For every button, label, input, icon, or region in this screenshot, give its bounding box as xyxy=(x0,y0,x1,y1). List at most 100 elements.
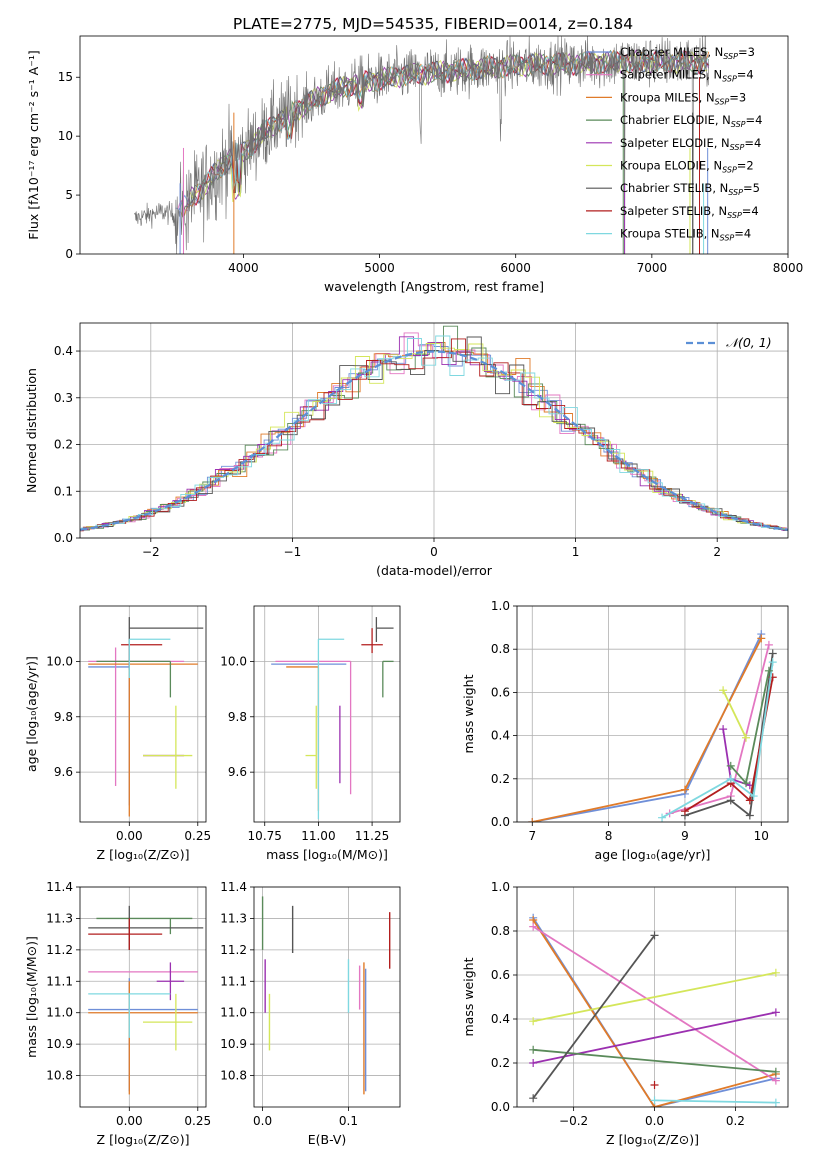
legend-subscript: SSP xyxy=(722,75,737,84)
y-tick-label: 0.0 xyxy=(54,531,73,545)
legend-label-kroupa_stelib: Kroupa STELIB, NSSP=4 xyxy=(620,227,751,243)
panel-mass_weight_vs_age: 7 8 9 10 0.0 0.2 0.4 0.6 0.8 1.0 age [log₁₀(age/yr… xyxy=(461,599,789,862)
legend-count: =2 xyxy=(737,159,754,173)
weight-marker-kroupa_miles xyxy=(528,818,537,822)
y-axis-label: Flux [fλ10⁻¹⁷ erg cm⁻² s⁻¹ A⁻¹] xyxy=(26,50,41,239)
x-axis-label: wavelength [Angstrom, rest frame] xyxy=(324,279,544,294)
histogram-salpeter_elodie xyxy=(80,336,788,531)
weight-marker-kroupa_stelib xyxy=(749,792,758,801)
weight-line-chabrier_elodie xyxy=(533,1048,776,1073)
y-tick-label: 5 xyxy=(65,188,73,202)
y-tick-label: 0.0 xyxy=(491,1100,510,1114)
legend-subscript: SSP xyxy=(730,143,745,152)
x-tick-label: 8 xyxy=(605,829,613,843)
x-axis-label: (data-model)/error xyxy=(376,563,493,578)
axes-frame-spectrum xyxy=(79,35,789,255)
plot-area-mass_weight_vs_age xyxy=(528,630,777,822)
y-axis-label: age [log₁₀(age/yr)] xyxy=(24,656,39,772)
y-tick-label: 11.0 xyxy=(46,1006,73,1020)
y-tick-label: 15 xyxy=(58,70,73,84)
legend-text: Kroupa STELIB, N xyxy=(620,227,720,241)
weight-marker-salpeter_elodie xyxy=(529,1059,538,1067)
legend-label-chabrier_stelib: Chabrier STELIB, NSSP=5 xyxy=(620,181,760,197)
weight-marker-kroupa_miles xyxy=(680,785,689,794)
plot-area-mass_vs_Z xyxy=(88,905,204,1095)
x-tick-label: 10 xyxy=(754,829,769,843)
y-axis-label: mass weight xyxy=(461,674,476,753)
legend-count: =4 xyxy=(742,204,759,218)
x-tick-label: 11.25 xyxy=(355,829,389,843)
weight-line-salpeter_elodie xyxy=(533,1011,777,1064)
legend-text: Salpeter STELIB, N xyxy=(620,204,727,218)
y-tick-label: 11.4 xyxy=(46,880,73,894)
normal-legend-label: 𝒩(0, 1) xyxy=(726,335,772,350)
x-tick-label: 7 xyxy=(528,829,536,843)
x-tick-label: 6000 xyxy=(500,261,531,275)
weight-marker-chabrier_elodie xyxy=(764,666,773,675)
plot-area-residuals xyxy=(80,325,788,532)
x-tick-label: 0 xyxy=(430,545,438,559)
weight-marker-chabrier_elodie xyxy=(529,1045,538,1054)
y-tick-label: 11.4 xyxy=(220,880,247,894)
weight-marker-kroupa_stelib xyxy=(771,1098,780,1107)
legend-text: Kroupa ELODIE, N xyxy=(620,159,722,173)
y-tick-label: 10.8 xyxy=(46,1069,73,1083)
weight-marker-kroupa_stelib xyxy=(650,1096,659,1105)
legend-count: =3 xyxy=(729,90,746,104)
x-tick-label: 2 xyxy=(713,545,721,559)
y-axis-label: Normed distribution xyxy=(24,368,39,493)
weight-marker-salpeter_stelib xyxy=(680,807,689,816)
weight-marker-chabrier_stelib xyxy=(768,649,777,658)
panel-mass_vs_Z: 0.00 0.25 10.8 10.9 11.0 11.1 11.2 11.3 11.4 Z [l… xyxy=(24,880,211,1147)
x-axis-label: Z [log₁₀(Z/Z⊙)] xyxy=(97,1132,190,1147)
legend-count: =3 xyxy=(738,45,755,59)
weight-marker-salpeter_miles xyxy=(771,1076,780,1085)
weight-line-kroupa_miles xyxy=(532,919,777,1107)
weight-marker-kroupa_stelib xyxy=(768,658,777,667)
legend-label-salpeter_miles: Salpeter MILES, NSSP=4 xyxy=(620,68,754,84)
legend-subscript: SSP xyxy=(715,97,730,106)
y-tick-label: 0.2 xyxy=(491,772,510,786)
y-tick-label: 0.8 xyxy=(491,924,510,938)
weight-marker-kroupa_stelib xyxy=(658,813,667,822)
weight-marker-chabrier_stelib xyxy=(529,1094,538,1103)
x-tick-label: 5000 xyxy=(364,261,395,275)
x-axis-label: age [log₁₀(age/yr)] xyxy=(595,847,711,862)
x-axis-label: E(B-V) xyxy=(308,1132,347,1147)
y-tick-label: 1.0 xyxy=(491,599,510,613)
y-tick-label: 11.3 xyxy=(46,911,73,925)
weight-marker-salpeter_miles xyxy=(529,922,538,931)
y-tick-label: 10.9 xyxy=(46,1037,73,1051)
plot-area-mass_vs_ebv xyxy=(261,896,391,1095)
y-tick-label: 0.2 xyxy=(54,438,73,452)
grid-residuals xyxy=(80,323,788,539)
plot-area-age_vs_mass xyxy=(271,617,394,820)
legend-text: Salpeter ELODIE, N xyxy=(620,136,730,150)
weight-marker-salpeter_elodie xyxy=(771,1008,780,1017)
weight-line-kroupa_elodie xyxy=(533,971,777,1023)
y-tick-label: 9.6 xyxy=(228,765,247,779)
grid-mass_weight_vs_age xyxy=(517,605,788,823)
weight-line-kroupa_elodie xyxy=(722,689,747,739)
legend-subscript: SSP xyxy=(728,188,743,197)
y-tick-label: 10.9 xyxy=(220,1037,247,1051)
y-tick-label: 9.8 xyxy=(54,710,73,724)
x-tick-label: −2 xyxy=(142,545,160,559)
y-tick-label: 11.0 xyxy=(220,1006,247,1020)
x-tick-label: −0.2 xyxy=(559,1114,588,1128)
histogram-kroupa_elodie xyxy=(80,343,788,531)
x-tick-label: 9 xyxy=(681,829,689,843)
weight-line-chabrier_miles xyxy=(532,633,763,822)
legend-count: =4 xyxy=(744,136,761,150)
grid-age_vs_Z xyxy=(80,606,206,822)
legend-label-salpeter_elodie: Salpeter ELODIE, NSSP=4 xyxy=(620,136,761,152)
x-tick-label: 0.00 xyxy=(116,829,143,843)
y-tick-label: 0.4 xyxy=(491,729,510,743)
legend-subscript: SSP xyxy=(722,166,737,175)
y-tick-label: 0.4 xyxy=(54,344,73,358)
axes-frame-mass_vs_ebv xyxy=(253,886,401,1108)
x-tick-label: 8000 xyxy=(773,261,804,275)
y-tick-label: 10.0 xyxy=(46,654,73,668)
